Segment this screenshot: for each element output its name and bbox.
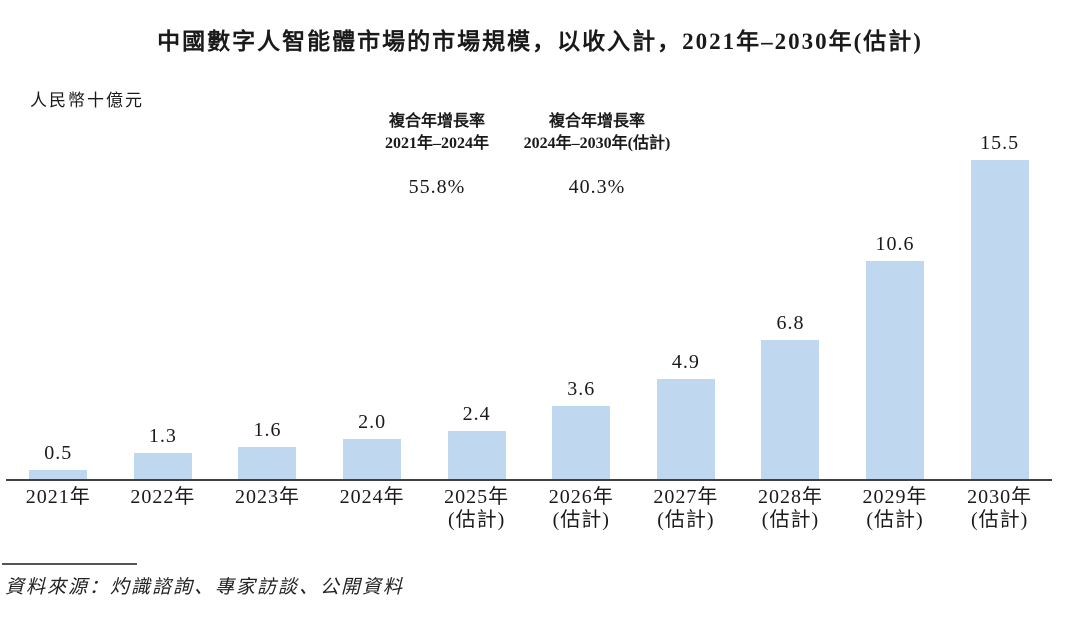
x-axis-label: 2022年: [130, 486, 196, 508]
bar: [447, 430, 506, 480]
bar-chart: 0.5 1.3 1.6 2.0 2.4 3.6 4.9 6.8 10.6 15.5: [6, 130, 1052, 480]
y-axis-unit-label: 人民幣十億元: [30, 91, 144, 110]
bar: [866, 261, 925, 480]
bar-column: 1.3: [111, 130, 216, 480]
bar-value-label: 6.8: [776, 311, 805, 334]
bar: [970, 160, 1029, 480]
bar: [761, 339, 820, 480]
chart-title: 中國數字人智能體市場的市場規模，以收入計，2021年–2030年(估計): [157, 29, 923, 54]
cagr-annotation-2021-2024: 複合年增長率 2021年–2024年 55.8%: [347, 111, 527, 199]
bar: [552, 405, 611, 480]
bar-value-label: 1.3: [148, 425, 177, 448]
cagr-label-line1: 複合年增長率: [388, 113, 485, 130]
cagr-value: 55.8%: [408, 176, 466, 198]
cagr-value: 40.3%: [568, 176, 626, 198]
bar-value-label: 0.5: [44, 441, 73, 464]
source-divider: [2, 563, 137, 565]
x-axis-label: 2030年 (估計): [967, 486, 1033, 531]
bar-column: 2.0: [320, 130, 425, 480]
x-axis-label: 2026年 (估計): [548, 486, 614, 531]
bar-value-label: 2.0: [358, 410, 387, 433]
bar: [343, 438, 402, 480]
cagr-label-line2: 2021年–2024年: [384, 135, 489, 152]
bar-column: 0.5: [6, 130, 111, 480]
x-axis-label: 2021年: [25, 486, 91, 508]
bar-value-label: 4.9: [671, 350, 700, 373]
bar-value-label: 15.5: [980, 132, 1020, 154]
bar-column: 2.4: [424, 130, 529, 480]
bar-column: 4.9: [634, 130, 739, 480]
bar-value-label: 3.6: [567, 377, 596, 400]
x-axis-label: 2029年 (估計): [862, 486, 928, 531]
x-axis-label: 2028年 (估計): [757, 486, 823, 531]
bar-column: 1.6: [215, 130, 320, 480]
bar-value-label: 10.6: [875, 233, 915, 256]
bar-column: 3.6: [529, 130, 634, 480]
cagr-label-line2: 2024年–2030年(估計): [523, 135, 671, 152]
bar: [656, 378, 715, 480]
bar-value-label: 2.4: [462, 402, 491, 425]
cagr-annotation-2024-2030: 複合年增長率 2024年–2030年(估計) 40.3%: [492, 111, 702, 199]
source-note: 資料來源：灼識諮詢、專家訪談、公開資料: [5, 577, 405, 598]
bar-column: 15.5: [947, 130, 1052, 480]
bar: [29, 469, 88, 480]
x-axis-label: 2027年 (估計): [653, 486, 719, 531]
bar: [238, 447, 297, 480]
x-axis-label: 2025年 (估計): [444, 486, 510, 531]
x-axis-labels: 2021年 2022年 2023年 2024年 2025年 (估計) 2026年 (估計) 20…: [6, 486, 1052, 532]
bar: [133, 453, 192, 480]
bar-column: 6.8: [738, 130, 843, 480]
x-axis-label: 2024年: [339, 486, 405, 508]
x-axis-line: [6, 479, 1052, 481]
x-axis-label: 2023年: [234, 486, 300, 508]
bar-column: 10.6: [843, 130, 948, 480]
bar-value-label: 1.6: [253, 419, 282, 441]
cagr-label-line1: 複合年增長率: [548, 113, 645, 130]
